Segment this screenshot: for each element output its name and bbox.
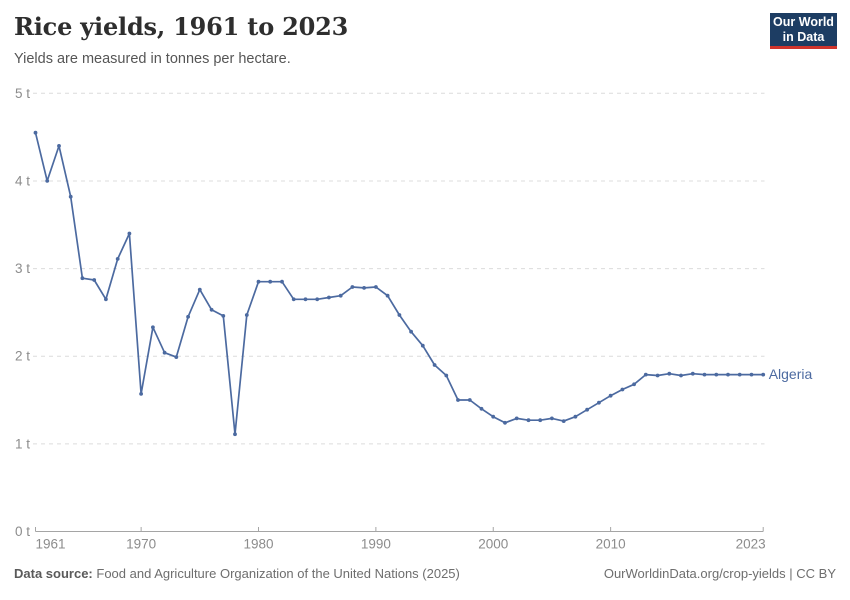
data-point bbox=[679, 373, 683, 378]
data-point bbox=[491, 414, 496, 419]
x-tick-label: 1980 bbox=[243, 537, 273, 552]
data-point bbox=[315, 297, 320, 302]
data-point bbox=[68, 194, 73, 199]
data-point bbox=[514, 416, 519, 421]
data-point bbox=[702, 372, 707, 377]
data-point bbox=[186, 314, 191, 319]
y-tick-label: 5 t bbox=[15, 86, 30, 101]
data-point bbox=[139, 392, 144, 396]
data-point bbox=[362, 286, 366, 290]
data-point bbox=[45, 179, 50, 183]
page-title: Rice yields, 1961 to 2023 bbox=[14, 12, 349, 41]
data-point bbox=[350, 285, 355, 289]
data-point bbox=[57, 144, 61, 148]
data-point bbox=[479, 406, 484, 411]
data-point bbox=[327, 295, 331, 300]
chart-footer: Data source: Food and Agriculture Organi… bbox=[0, 566, 850, 586]
data-point bbox=[444, 373, 449, 378]
owid-logo-line2: in Data bbox=[782, 29, 825, 44]
data-point bbox=[749, 372, 754, 377]
data-point bbox=[620, 387, 625, 392]
data-source-label: Data source: bbox=[14, 566, 93, 581]
y-tick-label: 2 t bbox=[15, 349, 30, 364]
data-point bbox=[737, 372, 742, 377]
data-point bbox=[409, 329, 413, 334]
x-tick-label: 1961 bbox=[36, 537, 66, 552]
data-point bbox=[667, 371, 672, 376]
data-point bbox=[209, 307, 214, 312]
owid-logo: Our World in Data bbox=[770, 13, 837, 49]
data-point bbox=[80, 276, 85, 281]
data-point bbox=[221, 314, 226, 318]
series-line-algeria bbox=[34, 131, 765, 436]
x-tick-label: 1990 bbox=[361, 537, 391, 552]
x-tick-label: 2000 bbox=[478, 537, 508, 552]
data-point bbox=[726, 372, 730, 377]
data-point bbox=[162, 350, 167, 355]
data-point bbox=[374, 285, 378, 289]
data-point bbox=[104, 297, 108, 302]
data-point bbox=[174, 355, 179, 359]
y-tick-label: 1 t bbox=[15, 436, 30, 451]
data-point bbox=[280, 279, 284, 284]
owid-logo-line1: Our World bbox=[773, 14, 834, 29]
data-point bbox=[268, 279, 273, 284]
chart-subtitle: Yields are measured in tonnes per hectar… bbox=[14, 51, 291, 67]
data-point bbox=[338, 293, 343, 298]
data-point bbox=[597, 400, 601, 405]
data-source-text: Food and Agriculture Organization of the… bbox=[96, 566, 460, 581]
data-point bbox=[456, 398, 460, 402]
license-note: OurWorldinData.org/crop-yields | CC BY bbox=[603, 566, 836, 581]
data-point bbox=[233, 432, 237, 437]
data-point bbox=[573, 414, 578, 419]
data-point bbox=[761, 372, 766, 377]
data-point bbox=[561, 419, 566, 423]
data-point bbox=[714, 372, 719, 377]
data-source: Data source: Food and Agriculture Organi… bbox=[14, 566, 460, 581]
data-point bbox=[467, 398, 472, 402]
data-point bbox=[92, 278, 97, 282]
data-point bbox=[632, 382, 636, 387]
data-point bbox=[526, 418, 531, 423]
data-point bbox=[115, 257, 120, 261]
data-point bbox=[550, 416, 554, 421]
y-tick-label: 3 t bbox=[15, 261, 30, 276]
x-tick-label: 2010 bbox=[596, 537, 626, 552]
data-point bbox=[420, 343, 425, 348]
data-point bbox=[244, 313, 249, 317]
x-tick-label: 1970 bbox=[126, 537, 156, 552]
data-point bbox=[432, 363, 437, 367]
data-point bbox=[291, 297, 296, 302]
data-point bbox=[655, 373, 660, 378]
data-point bbox=[151, 325, 155, 330]
data-point bbox=[256, 279, 261, 284]
data-point bbox=[538, 418, 543, 423]
data-point bbox=[127, 231, 132, 236]
data-point bbox=[585, 407, 589, 412]
data-point bbox=[643, 372, 648, 377]
data-point bbox=[303, 297, 308, 302]
data-point bbox=[503, 420, 507, 425]
data-point bbox=[33, 130, 38, 135]
data-point bbox=[690, 371, 695, 376]
series-label-algeria: Algeria bbox=[769, 366, 813, 382]
x-tick-label: 2023 bbox=[736, 537, 766, 552]
data-point bbox=[608, 393, 613, 398]
y-tick-label: 0 t bbox=[15, 524, 30, 539]
data-point bbox=[197, 287, 202, 292]
y-tick-label: 4 t bbox=[15, 173, 30, 188]
data-point bbox=[385, 293, 390, 298]
data-point bbox=[397, 313, 402, 317]
